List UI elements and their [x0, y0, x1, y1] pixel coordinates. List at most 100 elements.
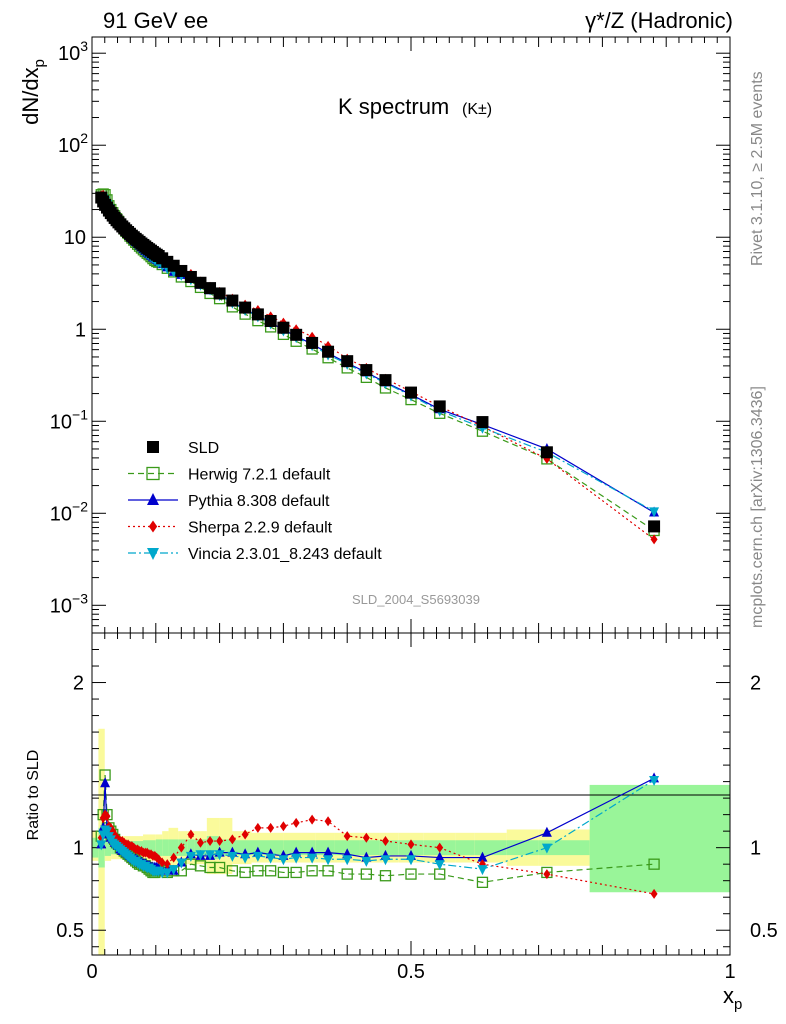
ratio-point	[405, 868, 417, 880]
legend-marker	[147, 441, 159, 453]
data-point	[476, 416, 489, 429]
legend-label: Herwig 7.2.1 default	[188, 467, 331, 484]
ratio-point	[252, 851, 263, 862]
data-point	[540, 446, 553, 459]
ratio-point	[158, 857, 166, 868]
ratio-point	[240, 853, 251, 864]
ratio-inner-band	[359, 840, 380, 856]
x-axis-label: xp	[723, 983, 742, 1013]
ratio-point	[648, 858, 660, 870]
ratio-point	[291, 853, 302, 864]
ratio-point	[308, 814, 316, 825]
data-point	[433, 400, 446, 413]
x-tick-label: 0.5	[397, 961, 425, 983]
y-tick-label: 10−3	[50, 590, 88, 617]
ratio-y-tick-label-right: 1	[750, 838, 761, 860]
svg-text:dN/dxp: dN/dxp	[18, 59, 48, 125]
ratio-inner-band	[474, 840, 507, 856]
ratio-point	[362, 832, 370, 843]
ratio-point	[185, 851, 196, 862]
series-vincia	[96, 192, 660, 518]
header-right: γ*/Z (Hadronic)	[585, 8, 733, 33]
x-tick-label: 1	[724, 961, 735, 983]
ratio-point	[241, 829, 249, 840]
y-tick-label: 103	[58, 38, 88, 65]
ratio-point	[434, 860, 445, 871]
ratio-point	[100, 777, 111, 788]
ratio-point	[265, 853, 276, 864]
ratio-point	[214, 850, 225, 861]
ratio-point	[227, 851, 238, 862]
main-axis-ticks: 10−3 10−2 10−1 1 10 102 103	[50, 37, 731, 634]
ratio-point	[322, 865, 334, 877]
analysis-watermark: SLD_2004_S5693039	[352, 592, 480, 607]
ratio-point	[187, 829, 195, 840]
data-point	[322, 345, 335, 358]
ratio-point	[177, 842, 185, 853]
ratio-point	[277, 866, 290, 879]
ratio-point	[477, 865, 488, 876]
ratio-point	[323, 855, 334, 866]
ratio-inner-band	[506, 840, 539, 856]
series-herwig	[95, 188, 660, 537]
data-point	[341, 355, 354, 368]
data-point	[175, 264, 188, 277]
ratio-point	[228, 834, 236, 845]
data-point	[277, 321, 290, 334]
ratio-point	[543, 869, 551, 880]
ratio-inner-band	[168, 839, 179, 856]
series-line	[101, 193, 655, 540]
ratio-y-tick-label: 1	[73, 838, 84, 860]
ratio-series-vincia	[96, 775, 660, 879]
data-point	[226, 294, 239, 307]
legend-label: Vincia 2.3.01_8.243 default	[188, 546, 382, 563]
ratio-point	[292, 817, 300, 828]
ratio-point	[323, 846, 334, 857]
data-point	[204, 282, 217, 295]
y-tick-label: 10	[64, 227, 86, 249]
ratio-point	[477, 851, 488, 862]
plot-title: K spectrum	[338, 94, 449, 119]
ratio-point	[254, 822, 262, 833]
ratio-y-tick-label-right: 0.5	[750, 920, 778, 942]
data-point	[213, 287, 226, 300]
ratio-point	[267, 822, 275, 833]
ratio-point	[343, 831, 351, 842]
ratio-point	[436, 842, 444, 853]
ratio-frame	[91, 632, 731, 956]
ratio-inner-band	[232, 840, 252, 856]
header-left: 91 GeV ee	[103, 8, 208, 33]
ratio-inner-band	[104, 839, 112, 856]
ratio-point	[216, 836, 224, 847]
legend-marker	[146, 466, 160, 481]
data-point	[405, 386, 417, 399]
ratio-point	[407, 839, 415, 850]
ratio-point	[361, 856, 372, 867]
data-point	[306, 336, 319, 349]
ratio-point	[226, 865, 239, 877]
main-series-layer	[95, 188, 661, 545]
ratio-point	[290, 866, 302, 879]
ratio-y-axis-label: Ratio to SLD	[25, 750, 42, 841]
ratio-point	[434, 851, 445, 862]
ratio-inner-band	[455, 840, 475, 856]
main-y-axis-label: dN/dxp	[18, 59, 48, 125]
ratio-axis-ticks: 0.5 0.51 12 20 0.5 1	[56, 632, 778, 983]
x-tick-label: 0	[86, 961, 97, 983]
ratio-point	[252, 865, 264, 877]
ratio-point	[379, 870, 392, 882]
ratio-series-layer	[95, 769, 660, 899]
data-point	[649, 507, 660, 518]
data-point	[648, 520, 661, 533]
data-point	[360, 364, 373, 377]
ratio-point	[324, 816, 332, 827]
ratio-panel: 0.5 0.51 12 20 0.5 1 Ratio to SLD xp	[25, 632, 778, 1013]
ratio-series-herwig	[95, 769, 660, 888]
ratio-inner-band	[187, 839, 195, 856]
ratio-point	[307, 853, 318, 864]
ratio-inner-band	[334, 840, 360, 856]
ratio-point	[306, 865, 318, 877]
data-point	[264, 314, 277, 327]
ratio-point	[196, 837, 204, 848]
